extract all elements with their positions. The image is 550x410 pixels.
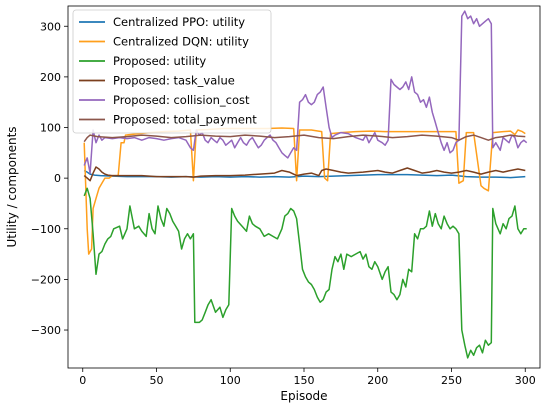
y-tick-label: −100 bbox=[31, 223, 61, 236]
legend-label: Proposed: total_payment bbox=[113, 113, 257, 127]
legend-label: Proposed: collision_cost bbox=[113, 93, 250, 107]
y-tick-label: −200 bbox=[31, 273, 61, 286]
legend: Centralized PPO: utility Centralized DQN:… bbox=[72, 9, 272, 134]
legend-label: Centralized PPO: utility bbox=[113, 15, 245, 29]
y-tick-label: 0 bbox=[54, 172, 61, 185]
x-axis-label: Episode bbox=[280, 389, 327, 403]
series-line-2 bbox=[83, 127, 526, 255]
x-tick-label: 0 bbox=[79, 374, 86, 387]
legend-label: Proposed: utility bbox=[113, 54, 206, 68]
x-tick-label: 100 bbox=[220, 374, 241, 387]
y-tick-label: 100 bbox=[40, 122, 61, 135]
series-line-3 bbox=[83, 187, 527, 359]
y-tick-label: 300 bbox=[40, 20, 61, 33]
x-tick-label: 50 bbox=[150, 374, 164, 387]
y-axis-label: Utility / components bbox=[5, 126, 19, 247]
x-tick-label: 250 bbox=[441, 374, 462, 387]
x-tick-label: 150 bbox=[294, 374, 315, 387]
legend-box bbox=[72, 9, 272, 134]
x-tick-label: 300 bbox=[515, 374, 536, 387]
y-tick-label: 200 bbox=[40, 71, 61, 84]
series-line-6 bbox=[83, 134, 526, 143]
x-axis: 0 50 100 150 200 250 300 bbox=[79, 368, 536, 387]
legend-label: Centralized DQN: utility bbox=[113, 35, 249, 49]
x-tick-label: 200 bbox=[367, 374, 388, 387]
legend-label: Proposed: task_value bbox=[113, 74, 235, 88]
series-line-4 bbox=[83, 166, 526, 182]
y-axis: −300 −200 −100 0 100 200 300 bbox=[31, 20, 68, 337]
y-tick-label: −300 bbox=[31, 324, 61, 337]
series-layer bbox=[83, 10, 528, 359]
series-line-1 bbox=[83, 169, 526, 179]
